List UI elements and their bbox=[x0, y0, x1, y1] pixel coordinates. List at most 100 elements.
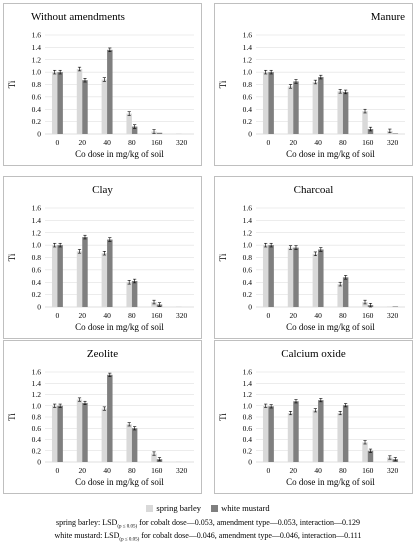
xtick-label-charcoal-160: 160 bbox=[362, 311, 374, 320]
ytick-label-manure-0-6: 0.6 bbox=[243, 92, 253, 101]
xlabel-charcoal: Co dose in mg/kg of soil bbox=[286, 322, 375, 332]
bar-charcoal-white-mustard-80 bbox=[342, 277, 349, 307]
ytick-label-zeolite-0-4: 0.4 bbox=[32, 435, 42, 444]
ytick-label-charcoal-1-0: 1.0 bbox=[243, 241, 253, 250]
xtick-label-clay-320: 320 bbox=[176, 311, 188, 320]
ytick-label-without-amendments-0: 0 bbox=[37, 130, 41, 139]
bar-without-amendments-spring-barley-80 bbox=[126, 113, 132, 134]
bar-calcium-oxide-white-mustard-0 bbox=[268, 406, 274, 462]
ytick-label-manure-0-8: 0.8 bbox=[243, 80, 253, 89]
bar-clay-spring-barley-40 bbox=[101, 253, 108, 307]
xtick-label-calcium-oxide-0: 0 bbox=[267, 466, 271, 475]
bar-zeolite-white-mustard-40 bbox=[107, 374, 113, 462]
bar-manure-white-mustard-320 bbox=[392, 133, 399, 134]
ytick-label-zeolite-1-2: 1.2 bbox=[32, 390, 42, 399]
xtick-label-zeolite-20: 20 bbox=[79, 466, 87, 475]
ytick-label-clay-1-4: 1.4 bbox=[32, 216, 42, 225]
xtick-label-without-amendments-20: 20 bbox=[79, 138, 87, 147]
bar-zeolite-spring-barley-320 bbox=[176, 461, 182, 462]
legend-label-spring-barley: spring barley bbox=[156, 503, 202, 513]
ytick-label-zeolite-0: 0 bbox=[37, 458, 41, 467]
bar-zeolite-spring-barley-40 bbox=[101, 408, 108, 462]
ytick-label-without-amendments-1-2: 1.2 bbox=[32, 55, 42, 64]
bar-calcium-oxide-spring-barley-40 bbox=[312, 410, 319, 462]
bar-zeolite-spring-barley-80 bbox=[126, 424, 132, 462]
panel-title-manure: Manure bbox=[371, 11, 405, 23]
ytick-label-charcoal-0: 0 bbox=[248, 303, 252, 312]
xtick-label-zeolite-160: 160 bbox=[151, 466, 163, 475]
legend-label-white-mustard: white mustard bbox=[221, 503, 270, 513]
bar-charcoal-white-mustard-0 bbox=[268, 245, 274, 307]
xtick-label-calcium-oxide-40: 40 bbox=[314, 466, 322, 475]
xtick-label-calcium-oxide-160: 160 bbox=[362, 466, 374, 475]
xtick-label-clay-80: 80 bbox=[128, 311, 136, 320]
xtick-label-calcium-oxide-20: 20 bbox=[290, 466, 298, 475]
ytick-label-without-amendments-1-6: 1.6 bbox=[32, 31, 42, 40]
ytick-label-calcium-oxide-0-4: 0.4 bbox=[243, 435, 253, 444]
ylabel-manure: Ti bbox=[218, 80, 228, 88]
panel-title-charcoal: Charcoal bbox=[294, 184, 334, 196]
bar-clay-white-mustard-0 bbox=[57, 245, 63, 307]
bar-clay-white-mustard-40 bbox=[107, 239, 113, 307]
ytick-label-charcoal-0-2: 0.2 bbox=[243, 290, 253, 299]
panel-title-zeolite: Zeolite bbox=[87, 348, 118, 360]
ytick-label-without-amendments-1-4: 1.4 bbox=[32, 43, 42, 52]
ytick-label-clay-0-2: 0.2 bbox=[32, 290, 42, 299]
ytick-label-manure-0: 0 bbox=[248, 130, 252, 139]
bar-zeolite-spring-barley-0 bbox=[51, 405, 58, 462]
xtick-label-clay-20: 20 bbox=[79, 311, 87, 320]
lsd-note-mustard: white mustard: LSD(p ≤ 0.05) for cobalt … bbox=[54, 531, 362, 543]
bar-charcoal-white-mustard-20 bbox=[293, 247, 299, 307]
xtick-label-charcoal-80: 80 bbox=[339, 311, 347, 320]
panel-title-clay: Clay bbox=[92, 184, 113, 196]
bar-charcoal-white-mustard-320 bbox=[392, 306, 399, 307]
ytick-label-manure-1-4: 1.4 bbox=[243, 43, 253, 52]
xtick-label-manure-320: 320 bbox=[387, 138, 399, 147]
xtick-label-calcium-oxide-80: 80 bbox=[339, 466, 347, 475]
bar-without-amendments-spring-barley-0 bbox=[51, 72, 58, 134]
bar-without-amendments-spring-barley-320 bbox=[176, 133, 182, 134]
xtick-label-without-amendments-0: 0 bbox=[56, 138, 60, 147]
bar-charcoal-spring-barley-320 bbox=[387, 306, 393, 307]
lsd-note-barley: spring barley: LSD(p ≤ 0.05) for cobalt … bbox=[56, 518, 360, 530]
ytick-label-charcoal-0-6: 0.6 bbox=[243, 265, 253, 274]
bar-calcium-oxide-spring-barley-160 bbox=[362, 442, 368, 462]
xtick-label-charcoal-20: 20 bbox=[290, 311, 298, 320]
bar-zeolite-spring-barley-160 bbox=[151, 453, 157, 462]
xtick-label-zeolite-80: 80 bbox=[128, 466, 136, 475]
bar-calcium-oxide-white-mustard-20 bbox=[293, 401, 299, 462]
bar-zeolite-spring-barley-20 bbox=[76, 399, 83, 462]
xlabel-clay: Co dose in mg/kg of soil bbox=[75, 322, 164, 332]
xtick-label-without-amendments-80: 80 bbox=[128, 138, 136, 147]
bar-manure-spring-barley-40 bbox=[312, 82, 319, 134]
ytick-label-charcoal-1-2: 1.2 bbox=[243, 228, 253, 237]
ytick-label-zeolite-1-6: 1.6 bbox=[32, 368, 42, 377]
xtick-label-manure-160: 160 bbox=[362, 138, 374, 147]
ytick-label-charcoal-1-6: 1.6 bbox=[243, 204, 253, 213]
bar-manure-spring-barley-80 bbox=[337, 91, 343, 134]
ytick-label-calcium-oxide-1-4: 1.4 bbox=[243, 379, 253, 388]
ytick-label-manure-0-2: 0.2 bbox=[243, 117, 253, 126]
xlabel-manure: Co dose in mg/kg of soil bbox=[286, 149, 375, 159]
bar-without-amendments-white-mustard-80 bbox=[131, 126, 138, 134]
bar-charcoal-spring-barley-80 bbox=[337, 284, 343, 307]
legend-swatch-spring-barley bbox=[146, 505, 154, 512]
bar-without-amendments-spring-barley-40 bbox=[101, 79, 108, 134]
xtick-label-manure-80: 80 bbox=[339, 138, 347, 147]
xtick-label-clay-160: 160 bbox=[151, 311, 163, 320]
ytick-label-zeolite-0-6: 0.6 bbox=[32, 424, 42, 433]
xtick-label-without-amendments-320: 320 bbox=[176, 138, 188, 147]
bar-charcoal-spring-barley-20 bbox=[287, 247, 294, 307]
ytick-label-clay-1-2: 1.2 bbox=[32, 228, 42, 237]
ytick-label-calcium-oxide-0-2: 0.2 bbox=[243, 446, 253, 455]
bar-clay-spring-barley-320 bbox=[176, 306, 182, 307]
ytick-label-without-amendments-0-2: 0.2 bbox=[32, 117, 42, 126]
bar-calcium-oxide-white-mustard-40 bbox=[318, 400, 324, 462]
bar-without-amendments-white-mustard-20 bbox=[82, 80, 88, 134]
bar-zeolite-white-mustard-0 bbox=[57, 405, 63, 462]
xtick-label-charcoal-40: 40 bbox=[314, 311, 322, 320]
xtick-label-zeolite-0: 0 bbox=[56, 466, 60, 475]
ytick-label-clay-0: 0 bbox=[37, 303, 41, 312]
ytick-label-manure-0-4: 0.4 bbox=[243, 105, 253, 114]
